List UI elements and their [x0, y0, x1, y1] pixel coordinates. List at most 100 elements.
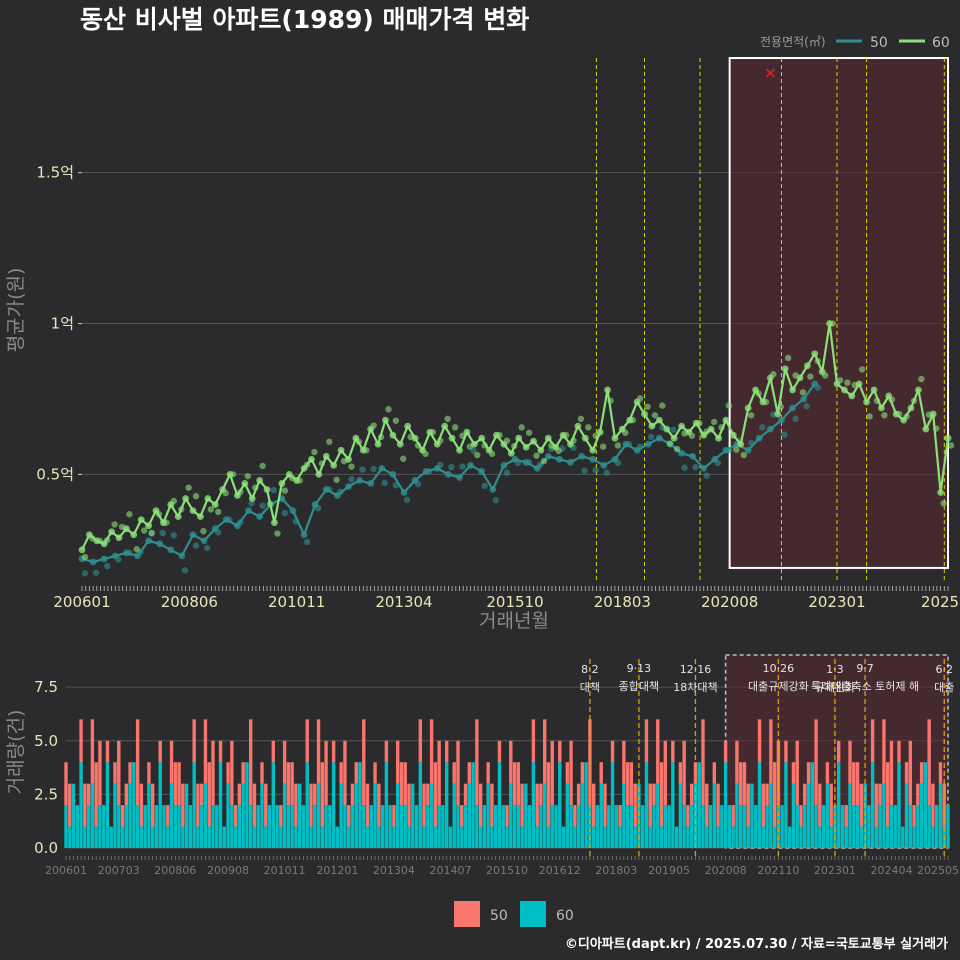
y-tick-label: 0.0 — [34, 839, 58, 857]
bar-60 — [765, 805, 769, 848]
bar-60 — [848, 783, 852, 848]
series-60-point — [937, 489, 944, 496]
bar-50 — [622, 740, 626, 784]
bar-60 — [396, 783, 400, 848]
policy-label-name: 대출규제강화 — [748, 680, 809, 693]
bar-60 — [912, 826, 916, 848]
bar-50 — [384, 740, 389, 763]
bar-60 — [128, 783, 132, 848]
bar-60 — [595, 805, 600, 848]
series-60-point — [308, 455, 315, 463]
series-50-point — [259, 502, 266, 509]
series-60-point — [636, 395, 644, 402]
series-50-point — [581, 467, 588, 474]
bar-50 — [83, 783, 87, 827]
bar-60 — [648, 826, 652, 848]
bar-60 — [739, 805, 743, 848]
bar-60 — [267, 805, 272, 848]
x-tick-label: 200806 — [161, 593, 218, 611]
bar-50 — [343, 740, 347, 806]
series-50-point — [192, 542, 200, 549]
series-50-point — [389, 471, 397, 478]
bar-60 — [215, 805, 219, 848]
bar-60 — [309, 826, 313, 848]
series-60-point — [707, 425, 715, 433]
bar-50 — [882, 719, 886, 784]
bar-60 — [90, 783, 95, 848]
bar-50 — [859, 783, 863, 827]
series-50-point — [766, 425, 774, 433]
bar-60 — [697, 762, 701, 848]
bar-60 — [516, 805, 520, 848]
policy-label-date: 9·13 — [627, 662, 652, 675]
series-60-point — [374, 440, 382, 448]
series-50-point — [744, 446, 752, 454]
series-60-point — [137, 516, 145, 524]
series-50-point — [589, 455, 597, 463]
bar-60 — [723, 762, 728, 848]
series-60-point — [844, 379, 851, 386]
bar-50 — [603, 783, 607, 827]
series-60-point — [515, 434, 523, 442]
bar-50 — [908, 740, 912, 806]
bar-60 — [411, 783, 415, 848]
bar-50 — [791, 762, 796, 784]
bar-50 — [497, 740, 502, 763]
series-60-point — [163, 519, 170, 526]
bar-60 — [821, 805, 826, 848]
top-series — [78, 68, 955, 577]
bar-50 — [663, 740, 667, 806]
series-50-point — [747, 439, 755, 447]
bar-60 — [927, 805, 931, 848]
bar-60 — [622, 783, 626, 848]
bar-60 — [380, 805, 385, 848]
series-60-point — [281, 487, 289, 494]
bar-60 — [761, 826, 765, 848]
bar-60 — [177, 805, 181, 848]
series-50-point — [678, 449, 685, 457]
series-50-point — [789, 404, 796, 412]
bar-60 — [490, 826, 494, 848]
series-60-point — [78, 546, 86, 554]
bar-50 — [803, 783, 807, 806]
x-tick-label: 202404 — [870, 864, 912, 877]
policy-label-name: 특례대출축소 토허제 해 — [811, 679, 919, 693]
bar-60 — [610, 762, 615, 848]
bar-60 — [173, 805, 177, 848]
bar-60 — [264, 826, 268, 848]
series-60-point — [141, 527, 148, 534]
y-tick-label: 1억 — [51, 315, 74, 333]
bar-50 — [460, 805, 464, 827]
series-50-point — [467, 461, 474, 469]
series-60-point — [910, 397, 918, 404]
bar-60 — [347, 826, 351, 848]
bar-60 — [471, 762, 475, 848]
series-50-point — [481, 482, 488, 490]
series-60-point — [733, 446, 740, 453]
series-60-point — [762, 398, 770, 406]
series-60-point — [123, 525, 130, 533]
series-60-point — [592, 432, 599, 439]
bar-50 — [120, 805, 125, 827]
bar-60 — [806, 783, 811, 848]
bar-50 — [633, 783, 637, 827]
x-tick-label: 201803 — [595, 864, 637, 877]
bar-60 — [784, 762, 788, 848]
bar-60 — [550, 805, 554, 848]
bar-50 — [211, 740, 215, 806]
bar-50 — [543, 719, 547, 784]
bar-60 — [75, 805, 79, 848]
series-60-point — [729, 431, 737, 439]
bar-60 — [64, 805, 68, 848]
series-60-point — [947, 442, 955, 449]
policy-label-date: 12·16 — [680, 663, 712, 676]
series-60-point — [174, 513, 182, 521]
bar-50 — [505, 805, 509, 827]
bar-60 — [83, 826, 87, 848]
bar-60 — [135, 805, 140, 848]
bar-50 — [475, 719, 479, 806]
series-60-point — [414, 442, 422, 449]
bar-50 — [795, 740, 799, 806]
series-60-point — [903, 413, 910, 420]
series-50-point — [314, 504, 322, 512]
